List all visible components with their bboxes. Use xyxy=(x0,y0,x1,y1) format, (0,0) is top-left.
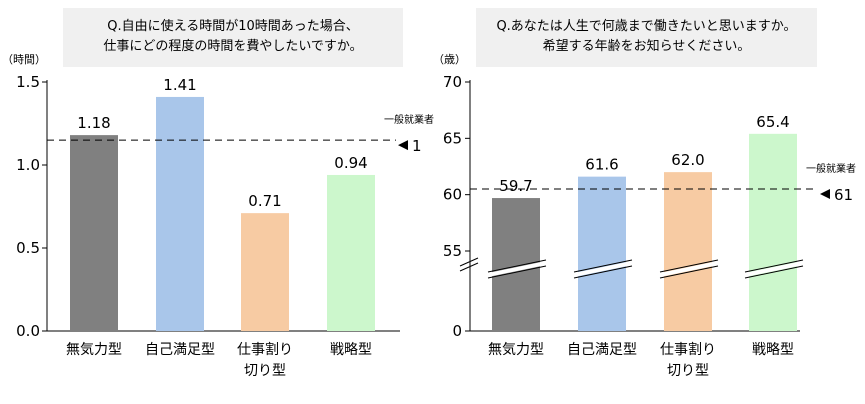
bar-break-line xyxy=(487,259,547,273)
y-unit-label: （時間） xyxy=(2,53,46,66)
reference-arrow-icon xyxy=(820,189,830,200)
bar xyxy=(241,213,289,331)
category-label: 無気力型 xyxy=(488,342,544,358)
category-label: 仕事割り xyxy=(237,341,293,358)
bar xyxy=(70,135,118,331)
category-label: 戦略型 xyxy=(752,342,794,358)
category-label: 戦略型 xyxy=(330,342,372,358)
bar-break-gap xyxy=(574,261,632,277)
bar-value-label: 65.4 xyxy=(756,113,789,131)
bar-value-label: 62.0 xyxy=(671,151,704,169)
chart-title-line: 希望する年齢をお知らせください。 xyxy=(543,38,751,54)
bar-value-label: 1.41 xyxy=(163,76,196,94)
y-unit-label: （歳） xyxy=(433,53,466,66)
chart-title-box xyxy=(476,8,817,67)
bar-break-gap xyxy=(488,261,546,277)
bar-break-line xyxy=(744,259,804,273)
category-label: 仕事割り xyxy=(660,341,716,358)
reference-label: 一般就業者 xyxy=(806,162,856,175)
bar xyxy=(578,176,626,331)
y-tick-label: 60 xyxy=(443,186,462,204)
bar xyxy=(156,96,204,331)
chart-panel-1: Q.自由に使える時間が10時間あった場合、仕事にどの程度の時間を費やしたいですか… xyxy=(2,8,434,379)
bar-value-label: 1.18 xyxy=(77,114,110,132)
reference-value-label: 61 xyxy=(834,186,853,204)
category-label: 切り型 xyxy=(667,363,709,379)
bar-value-label: 59.7 xyxy=(499,177,532,195)
y-tick-label: 55 xyxy=(443,242,462,260)
y-tick-label: 0 xyxy=(452,322,462,340)
category-label: 自己満足型 xyxy=(145,342,215,358)
bar-break-line xyxy=(659,265,719,279)
reference-label: 一般就業者 xyxy=(384,113,434,126)
category-label: 自己満足型 xyxy=(567,342,637,358)
bar xyxy=(749,133,797,331)
bar-break-line xyxy=(659,259,719,273)
chart-panel-2: Q.あなたは人生で何歳まで働きたいと思いますか。希望する年齢をお知らせください。… xyxy=(433,8,856,379)
bar-break-line xyxy=(744,265,804,279)
chart-title-line: 仕事にどの程度の時間を費やしたいですか。 xyxy=(103,38,362,54)
y-tick-label: 1.5 xyxy=(16,73,40,91)
bar-break-line xyxy=(487,265,547,279)
bar-value-label: 0.94 xyxy=(334,154,367,172)
axis-break-mark xyxy=(459,262,479,272)
category-label: 無気力型 xyxy=(66,342,122,358)
category-label: 切り型 xyxy=(244,363,286,379)
chart-title-box xyxy=(63,8,403,67)
bar-break-gap xyxy=(660,261,718,277)
bar-value-label: 0.71 xyxy=(248,192,281,210)
bar xyxy=(664,172,712,331)
bar-break-gap xyxy=(745,261,803,277)
chart-title-line: Q.あなたは人生で何歳まで働きたいと思いますか。 xyxy=(496,18,796,34)
reference-arrow-icon xyxy=(398,140,408,151)
bar-value-label: 61.6 xyxy=(585,156,618,174)
y-tick-label: 65 xyxy=(443,129,462,147)
bar-break-line xyxy=(573,259,633,273)
y-tick-label: 0.0 xyxy=(16,322,40,340)
axis-break-mark xyxy=(459,257,479,267)
bar xyxy=(327,174,375,331)
chart-title-line: Q.自由に使える時間が10時間あった場合、 xyxy=(107,18,359,34)
y-tick-label: 1.0 xyxy=(16,156,40,174)
bar-break-line xyxy=(573,265,633,279)
reference-value-label: 1 xyxy=(412,137,422,155)
y-tick-label: 70 xyxy=(443,73,462,91)
y-tick-label: 0.5 xyxy=(16,239,40,257)
